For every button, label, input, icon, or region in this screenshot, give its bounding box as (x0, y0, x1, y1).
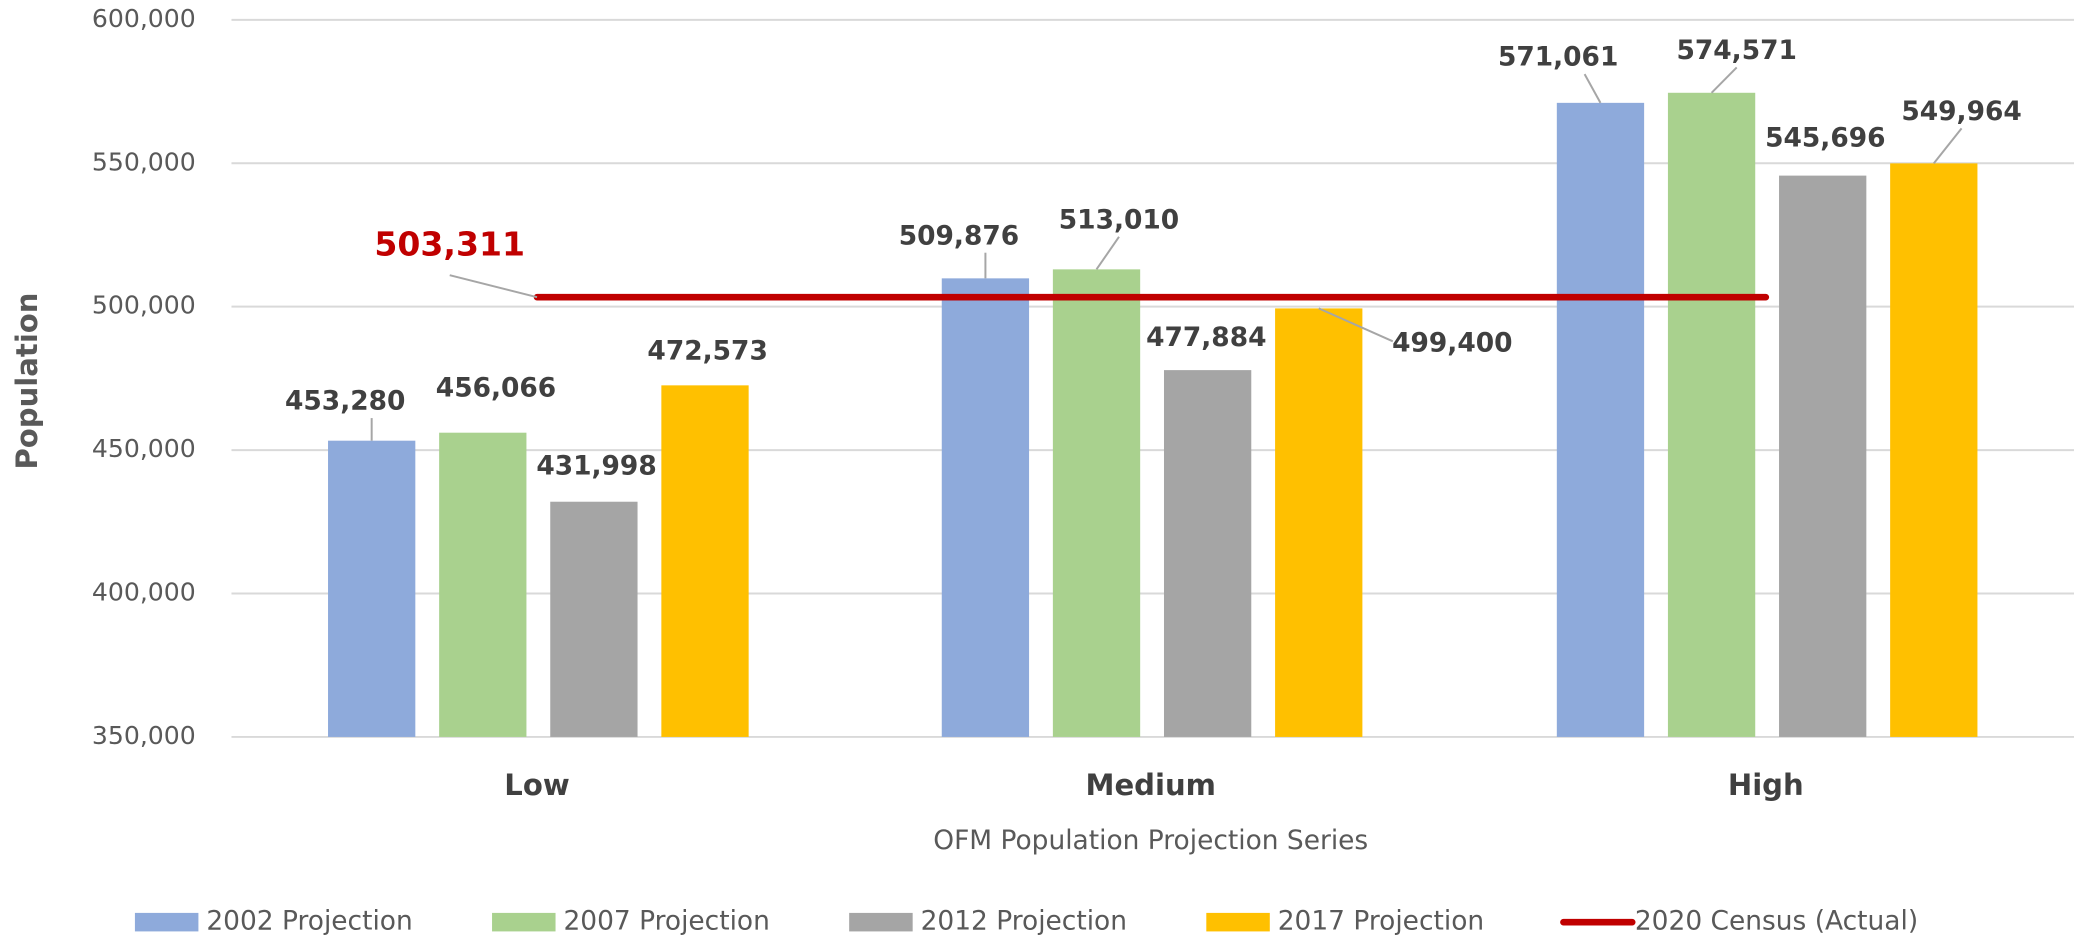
leader-line (1318, 307, 1394, 343)
bar (550, 501, 638, 737)
data-label: 453,280 (285, 386, 405, 417)
legend-swatch (1206, 912, 1270, 932)
legend-swatch (492, 912, 556, 932)
legend-label: 2012 Projection (921, 906, 1127, 937)
y-tick-label: 350,000 (92, 721, 196, 750)
x-tick-label: Low (504, 768, 569, 802)
data-label: 503,311 (374, 225, 525, 264)
data-label: 549,964 (1901, 96, 2021, 127)
leader-line (1095, 236, 1120, 270)
bar (439, 432, 527, 737)
legend-label: 2020 Census (Actual) (1635, 906, 1918, 937)
x-tick-label: High (1728, 768, 1804, 802)
y-tick-label: 400,000 (92, 578, 196, 607)
bar (1890, 163, 1978, 737)
leader-line (1583, 73, 1602, 104)
data-label: 509,876 (899, 220, 1019, 251)
y-axis-title: Population (10, 292, 44, 469)
y-tick-label: 450,000 (92, 434, 196, 463)
bar (1275, 308, 1363, 737)
data-label: 477,884 (1146, 322, 1266, 353)
data-label: 513,010 (1059, 204, 1179, 235)
bar (1779, 175, 1867, 737)
y-tick-label: 600,000 (92, 4, 196, 33)
leader-line (1710, 66, 1738, 94)
legend-label: 2017 Projection (1278, 906, 1484, 937)
legend-swatch (849, 912, 913, 932)
bar (1052, 269, 1141, 737)
data-label: 574,571 (1677, 35, 1797, 66)
bar (328, 440, 416, 737)
bar (1556, 102, 1645, 737)
y-tick-label: 500,000 (92, 291, 196, 320)
data-label: 431,998 (536, 451, 656, 482)
bar (1667, 92, 1756, 737)
y-tick-label: 550,000 (92, 147, 196, 176)
legend-swatch (134, 912, 199, 932)
data-label: 499,400 (1392, 327, 1512, 358)
leader-line (449, 274, 538, 299)
legend-label: 2007 Projection (563, 906, 769, 937)
data-label: 456,066 (436, 372, 556, 403)
data-label: 545,696 (1765, 122, 1885, 153)
legend-label: 2002 Projection (206, 906, 412, 937)
bar (941, 278, 1030, 737)
x-axis-title: OFM Population Projection Series (933, 825, 1368, 856)
data-label: 472,573 (647, 335, 767, 366)
leader-line (1933, 127, 1963, 164)
data-label: 571,061 (1498, 42, 1618, 73)
x-tick-label: Medium (1086, 768, 1216, 802)
bar (661, 385, 749, 737)
bar (1163, 370, 1252, 737)
